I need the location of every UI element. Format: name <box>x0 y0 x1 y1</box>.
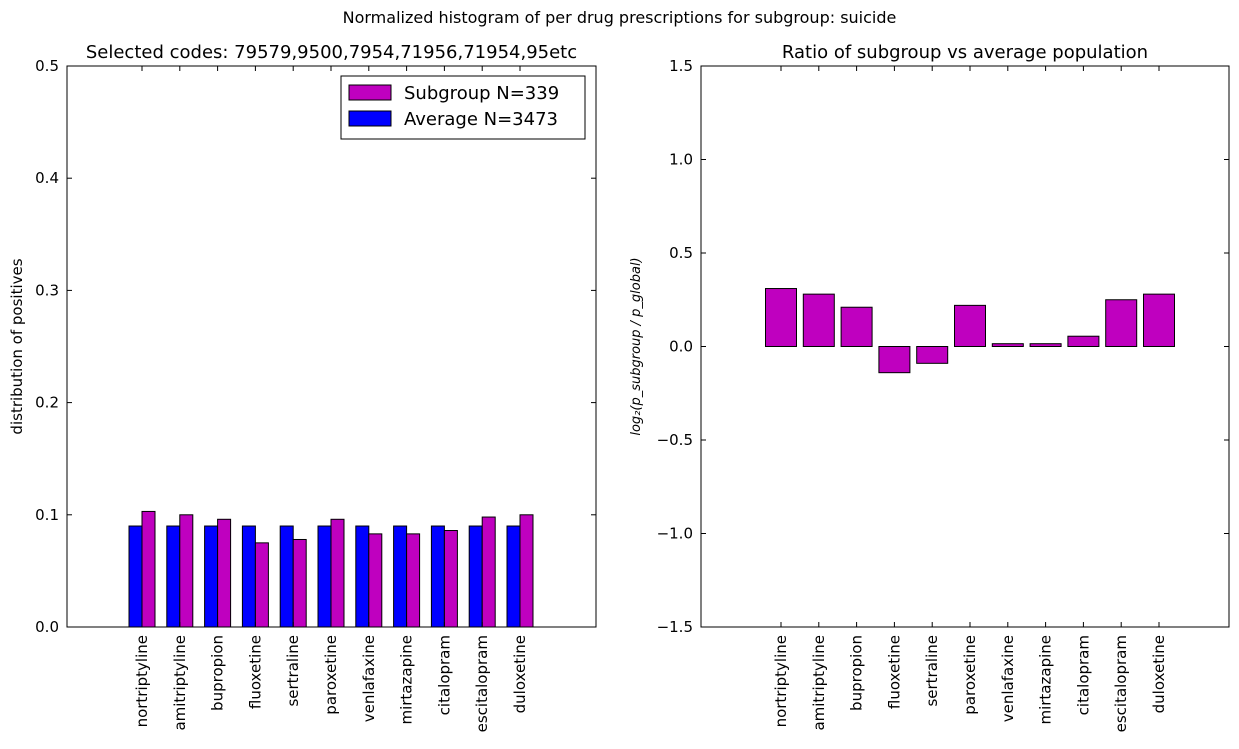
panel2-bar-ratio <box>991 343 1024 348</box>
panel2-xtick-label: mirtazapine <box>1037 635 1055 725</box>
panel1-ytick-label: 0.4 <box>35 169 59 187</box>
figure-suptitle: Normalized histogram of per drug prescri… <box>342 8 897 27</box>
panel2-ytick-label: 0.0 <box>669 338 693 356</box>
panel1-axes-frame <box>66 65 597 628</box>
panel2-bar-ratio <box>878 346 911 374</box>
panel1-bar-average <box>468 525 483 628</box>
panel1-bar-average <box>506 525 521 628</box>
panel1-ytick-label: 0.3 <box>35 281 59 299</box>
panel2-xtick-label: escitalopram <box>1112 635 1130 732</box>
panel2-bar-ratio <box>840 306 873 348</box>
panel2-ytick-label: 0.5 <box>669 244 693 262</box>
panel1-legend-label: Average N=3473 <box>404 109 558 130</box>
panel1-bar-average <box>393 525 408 628</box>
panel2-xtick-label: sertraline <box>923 635 941 707</box>
panel1-xtick-label: mirtazapine <box>398 635 416 725</box>
panel2-ytick-label: −1.5 <box>657 618 693 636</box>
panel1-title: Selected codes: 79579,9500,7954,71956,71… <box>86 42 577 63</box>
panel1-xtick-label: duloxetine <box>511 635 529 713</box>
panel2-ytick-label: 1.0 <box>669 151 693 169</box>
panel1-bar-subgroup <box>141 510 156 628</box>
panel1-ytick-label: 0.5 <box>35 57 59 75</box>
panel1-bar-subgroup <box>292 538 307 628</box>
panel1-xtick-label: sertraline <box>284 635 302 707</box>
panel2-bar-ratio <box>1029 343 1062 348</box>
panel2-bar-ratio <box>916 346 949 364</box>
panel2-xtick-label: venlafaxine <box>999 635 1017 722</box>
panel2-xtick-label: amitriptyline <box>810 635 828 731</box>
panel1-legend-swatch <box>348 84 392 101</box>
panel2-ytick-label: 1.5 <box>669 57 693 75</box>
panel1-xtick-label: escitalopram <box>473 635 491 732</box>
panel1-bar-average <box>128 525 143 628</box>
panel1-legend-swatch <box>348 110 392 127</box>
panel2-ytick-label: −1.0 <box>657 525 693 543</box>
panel1-ylabel: distribution of positives <box>8 258 26 434</box>
panel2-xtick-label: bupropion <box>848 635 866 711</box>
panel1-bar-average <box>241 525 256 628</box>
panel2-xtick-label: fluoxetine <box>885 635 903 709</box>
panel2-bar-ratio <box>1143 293 1175 348</box>
panel1-xtick-label: nortriptyline <box>133 635 151 727</box>
panel2-axes-frame <box>700 65 1230 628</box>
panel1-bar-subgroup <box>179 514 194 628</box>
panel1-ytick-label: 0.2 <box>35 394 59 412</box>
panel1-bar-average <box>166 525 181 628</box>
panel1-xtick-label: paroxetine <box>322 635 340 715</box>
panel2-bar-ratio <box>765 288 797 347</box>
panel1-bar-average <box>279 525 294 628</box>
panel2-ylabel: log₂(p_subgroup / p_global) <box>629 257 644 435</box>
panel1-bar-subgroup <box>481 516 496 628</box>
panel1-bar-subgroup <box>519 514 534 628</box>
panel1-bar-average <box>355 525 370 628</box>
panel1-bar-average <box>317 525 332 628</box>
panel2-xtick-label: citalopram <box>1074 635 1092 715</box>
panel1-xtick-label: amitriptyline <box>171 635 189 731</box>
panel1-bar-subgroup <box>217 518 232 628</box>
panel2-xtick-label: duloxetine <box>1150 635 1168 713</box>
panel1-xtick-label: citalopram <box>435 635 453 715</box>
panel1-xtick-label: fluoxetine <box>246 635 264 709</box>
panel2-bar-ratio <box>1105 299 1138 347</box>
panel2-xtick-label: paroxetine <box>961 635 979 715</box>
panel2-bar-ratio <box>802 293 835 348</box>
panel1-ytick-label: 0.1 <box>35 506 59 524</box>
panel1-legend-label: Subgroup N=339 <box>404 83 559 104</box>
panel1-bar-subgroup <box>368 533 383 628</box>
panel2-title: Ratio of subgroup vs average population <box>782 42 1148 63</box>
panel1-bar-subgroup <box>443 530 458 628</box>
panel1-bar-average <box>204 525 219 628</box>
panel1-xtick-label: bupropion <box>209 635 227 711</box>
panel2-bar-ratio <box>954 304 986 347</box>
panel2-bar-ratio <box>1067 335 1100 347</box>
panel1-xtick-label: venlafaxine <box>360 635 378 722</box>
panel1-bar-average <box>430 525 445 628</box>
panel1-bar-subgroup <box>406 533 421 628</box>
panel2-ytick-label: −0.5 <box>657 431 693 449</box>
panel1-ytick-label: 0.0 <box>35 618 59 636</box>
panel1-bar-subgroup <box>254 542 269 628</box>
panel1-bar-subgroup <box>330 518 345 628</box>
panel2-xtick-label: nortriptyline <box>772 635 790 727</box>
